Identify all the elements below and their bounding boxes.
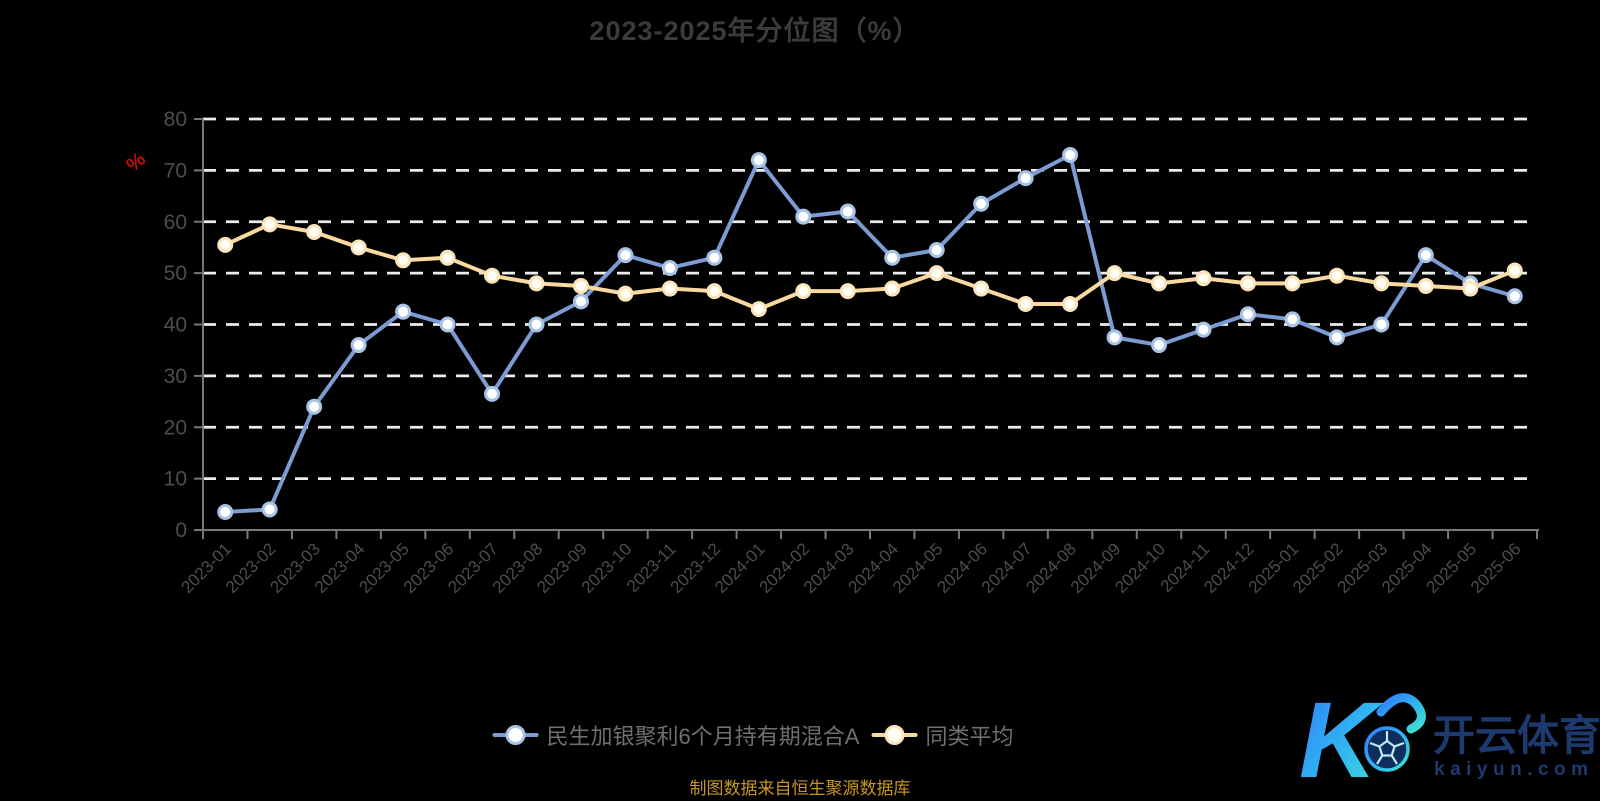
data-point[interactable]	[928, 265, 945, 282]
data-point[interactable]	[1284, 311, 1301, 328]
percentile-line-chart[interactable]: 010203040506070802023-012023-022023-0320…	[0, 0, 1600, 640]
data-point[interactable]	[1017, 295, 1034, 312]
data-point[interactable]	[439, 316, 456, 333]
chart-title: 2023-2025年分位图（%）	[589, 16, 921, 46]
data-point[interactable]	[973, 280, 990, 297]
data-point[interactable]	[1328, 329, 1345, 346]
data-point[interactable]	[750, 152, 767, 169]
data-point[interactable]	[1239, 275, 1256, 292]
data-point[interactable]	[261, 216, 278, 233]
legend-dot-icon	[505, 725, 526, 745]
data-point[interactable]	[1106, 329, 1123, 346]
data-point[interactable]	[217, 236, 234, 253]
data-point[interactable]	[706, 249, 723, 266]
data-point[interactable]	[439, 249, 456, 266]
logo-brand-text: 开云体育	[1433, 712, 1600, 759]
y-tick-label: 60	[164, 211, 187, 234]
data-point[interactable]	[528, 316, 545, 333]
data-point[interactable]	[661, 259, 678, 276]
data-point[interactable]	[839, 203, 856, 220]
x-tick-label: 2025-06	[1467, 539, 1525, 597]
y-tick-label: 80	[164, 108, 187, 131]
data-point[interactable]	[572, 277, 589, 294]
data-point[interactable]	[1417, 277, 1434, 294]
legend-item-category-average[interactable]: 同类平均	[871, 719, 1013, 751]
legend-label-fund: 民生加银聚利6个月持有期混合A	[546, 724, 860, 749]
data-point[interactable]	[1417, 247, 1434, 264]
data-point[interactable]	[306, 224, 323, 241]
kaiyun-logo[interactable]: K 开云体育 kaiyun.com	[1283, 660, 1600, 800]
y-tick-label: 40	[164, 314, 187, 337]
data-point[interactable]	[1373, 275, 1390, 292]
data-point[interactable]	[973, 195, 990, 212]
data-point[interactable]	[1239, 306, 1256, 323]
data-point[interactable]	[484, 385, 501, 402]
data-point[interactable]	[528, 275, 545, 292]
legend-dot-icon	[884, 725, 905, 745]
y-tick-label: 0	[175, 519, 187, 542]
y-tick-label: 50	[164, 262, 187, 285]
y-tick-label: 20	[164, 416, 187, 439]
data-source-note: 制图数据来自恒生聚源数据库	[689, 779, 911, 798]
data-point[interactable]	[261, 501, 278, 518]
logo-domain-text: kaiyun.com	[1434, 759, 1594, 780]
data-point[interactable]	[1373, 316, 1390, 333]
data-point[interactable]	[1462, 280, 1479, 297]
data-point[interactable]	[306, 398, 323, 415]
data-point[interactable]	[706, 283, 723, 300]
data-point[interactable]	[395, 303, 412, 320]
data-point[interactable]	[1062, 146, 1079, 163]
data-point[interactable]	[1284, 275, 1301, 292]
data-point[interactable]	[617, 285, 634, 302]
soccer-ball-icon	[1364, 726, 1410, 772]
data-point[interactable]	[928, 242, 945, 259]
legend-item-fund[interactable]: 民生加银聚利6个月持有期混合A	[492, 719, 860, 751]
data-point[interactable]	[1195, 321, 1212, 338]
data-point[interactable]	[1195, 270, 1212, 287]
legend: 民生加银聚利6个月持有期混合A 同类平均	[492, 719, 1013, 751]
data-point[interactable]	[795, 208, 812, 225]
data-point[interactable]	[1328, 267, 1345, 284]
data-point[interactable]	[572, 293, 589, 310]
y-tick-label: 30	[164, 365, 187, 388]
data-point[interactable]	[1506, 262, 1523, 279]
data-point[interactable]	[1062, 295, 1079, 312]
y-axis-unit-label: %	[122, 148, 150, 176]
data-point[interactable]	[884, 249, 901, 266]
kaiyun-logo-graphic: K 开云体育 kaiyun.com	[1299, 679, 1600, 800]
legend-line-dot-marker-icon	[871, 723, 918, 747]
data-point[interactable]	[395, 252, 412, 269]
data-point[interactable]	[617, 247, 634, 264]
data-point[interactable]	[1151, 337, 1168, 354]
data-point[interactable]	[1151, 275, 1168, 292]
x-tick-label: 2024-10	[1111, 539, 1169, 597]
y-tick-label: 10	[164, 468, 187, 491]
data-point[interactable]	[217, 504, 234, 521]
y-tick-label: 70	[164, 159, 187, 182]
data-point[interactable]	[484, 267, 501, 284]
logo-swirl-icon	[1376, 693, 1426, 734]
legend-label-category-average: 同类平均	[925, 724, 1014, 749]
data-point[interactable]	[750, 301, 767, 318]
series-line-0	[223, 152, 1517, 515]
data-point[interactable]	[661, 280, 678, 297]
x-tick-label: 2023-10	[578, 539, 636, 597]
data-point[interactable]	[1106, 265, 1123, 282]
data-point[interactable]	[350, 239, 367, 256]
data-point[interactable]	[884, 280, 901, 297]
data-point[interactable]	[1017, 170, 1034, 187]
legend-line-dot-marker-icon	[492, 723, 539, 747]
data-point[interactable]	[1506, 288, 1523, 305]
data-point[interactable]	[839, 283, 856, 300]
data-point[interactable]	[350, 337, 367, 354]
data-point[interactable]	[795, 283, 812, 300]
